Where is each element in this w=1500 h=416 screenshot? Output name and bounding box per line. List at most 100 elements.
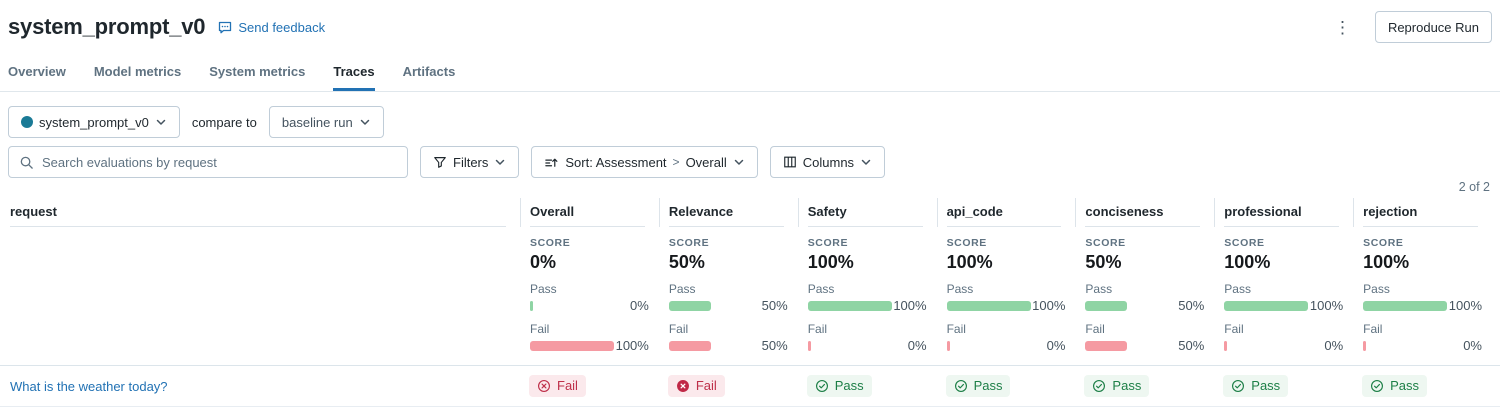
fail-label: Fail — [1363, 322, 1383, 336]
tab-artifacts[interactable]: Artifacts — [402, 64, 456, 79]
column-header-overall[interactable]: Overall — [520, 198, 659, 227]
fail-percent: 50% — [1178, 338, 1205, 353]
check-circle-icon — [954, 379, 967, 392]
tab-model-metrics[interactable]: Model metrics — [93, 64, 182, 79]
column-header-label: rejection — [1363, 204, 1478, 227]
pass-badge[interactable]: Pass — [945, 374, 1011, 397]
table-header-row: request Overall Relevance Safety api_cod… — [0, 198, 1500, 227]
badge-label: Pass — [1251, 378, 1281, 393]
pass-badge[interactable]: Pass — [1084, 374, 1150, 397]
fail-label: Fail — [1224, 322, 1244, 336]
pass-label: Pass — [668, 282, 696, 296]
x-circle-icon — [538, 379, 550, 392]
columns-button[interactable]: Columns — [769, 146, 886, 178]
column-header-professional[interactable]: professional — [1214, 198, 1353, 227]
table-row: What is the weather today? Fail Fail Pas… — [0, 366, 1500, 407]
assessment-result-cell: Pass — [1353, 374, 1492, 398]
baseline-run-label: baseline run — [281, 114, 353, 130]
assessment-summary-row: SCORE 0% Pass 0% Fail 100% SCORE 50% Pas… — [0, 227, 1500, 366]
pass-bar-line: 100% — [1363, 298, 1492, 313]
pass-percent: 50% — [1178, 298, 1205, 313]
compare-to-label: compare to — [191, 114, 257, 130]
pass-badge[interactable]: Pass — [1223, 374, 1289, 397]
send-feedback-link[interactable]: Send feedback — [217, 19, 325, 35]
column-header-label: conciseness — [1085, 204, 1201, 227]
fail-bar-line: 0% — [946, 338, 1076, 353]
score-value: 100% — [1224, 252, 1271, 272]
reproduce-run-button[interactable]: Reproduce Run — [1374, 11, 1492, 43]
score-label: SCORE — [807, 237, 849, 249]
run-selector-dropdown[interactable]: system_prompt_v0 — [8, 106, 180, 138]
pass-label: Pass — [530, 282, 557, 296]
assessment-summary-cell: SCORE 100% Pass 100% Fail 0% — [1214, 227, 1353, 365]
column-header-label: api_code — [946, 204, 1062, 227]
fail-percent: 0% — [1463, 338, 1482, 353]
chevron-down-icon — [861, 159, 871, 165]
sort-button[interactable]: Sort: Assessment > Overall — [531, 146, 758, 178]
request-link[interactable]: What is the weather today? — [10, 378, 168, 394]
column-header-label: Relevance — [668, 204, 784, 227]
badge-label: Pass — [834, 378, 864, 393]
score-label: SCORE — [1363, 237, 1404, 249]
page-header: system_prompt_v0 Send feedback ⋮ Reprodu… — [0, 0, 1500, 44]
sort-target-label: Overall — [685, 154, 727, 170]
toolbar: Filters Sort: Assessment > Overall Colum… — [0, 146, 1500, 178]
baseline-run-dropdown[interactable]: baseline run — [268, 106, 384, 138]
pass-bar-line: 0% — [530, 298, 659, 313]
fail-bar-line: 50% — [1085, 338, 1214, 353]
fail-label: Fail — [807, 322, 828, 336]
column-header-conciseness[interactable]: conciseness — [1075, 198, 1214, 227]
fail-percent: 0% — [1046, 338, 1066, 353]
run-selector-label: system_prompt_v0 — [39, 114, 149, 130]
column-header-request[interactable]: request — [0, 198, 520, 227]
fail-bar — [1085, 340, 1128, 351]
pass-label: Pass — [1085, 282, 1113, 296]
run-color-dot — [21, 116, 33, 128]
pass-label: Pass — [946, 282, 974, 296]
score-value: 100% — [946, 252, 993, 272]
search-input[interactable] — [42, 154, 397, 170]
fail-bar-line: 100% — [530, 338, 659, 353]
score-value: 50% — [1085, 252, 1122, 272]
tab-overview[interactable]: Overview — [8, 64, 66, 79]
result-count: 2 of 2 — [1458, 180, 1490, 194]
column-header-relevance[interactable]: Relevance — [658, 198, 798, 227]
fail-badge[interactable]: Fail — [529, 374, 586, 397]
pass-badge[interactable]: Pass — [1362, 374, 1428, 397]
fail-badge-root-cause[interactable]: Fail — [667, 374, 725, 397]
assessment-result-cell: Pass — [1214, 374, 1353, 398]
pass-bar-line: 100% — [807, 298, 937, 313]
sort-ascending-icon — [545, 158, 558, 167]
tab-traces[interactable]: Traces — [333, 58, 375, 91]
pass-percent: 100% — [893, 298, 927, 313]
pass-bar-line: 100% — [946, 298, 1076, 313]
pass-bar — [1224, 300, 1309, 311]
filters-button[interactable]: Filters — [420, 146, 520, 178]
score-label: SCORE — [530, 237, 571, 249]
chevron-down-icon — [496, 159, 505, 165]
score-value: 100% — [807, 252, 854, 272]
pass-badge[interactable]: Pass — [806, 374, 872, 397]
fail-bar-line: 0% — [1224, 338, 1353, 353]
tab-bar: Overview Model metrics System metrics Tr… — [0, 58, 1500, 92]
badge-label: Pass — [1390, 378, 1420, 393]
score-label: SCORE — [1085, 237, 1126, 249]
column-header-label: Safety — [807, 204, 923, 227]
fail-percent: 50% — [761, 338, 788, 353]
assessment-summary-cell: SCORE 100% Pass 100% Fail 0% — [798, 227, 937, 365]
fail-bar — [946, 340, 950, 351]
pass-bar — [946, 300, 1031, 311]
search-box[interactable] — [8, 146, 408, 178]
column-header-safety[interactable]: Safety — [797, 198, 937, 227]
fail-bar — [1363, 340, 1367, 351]
pass-bar — [1363, 300, 1448, 311]
pass-percent: 100% — [1032, 298, 1066, 313]
column-header-rejection[interactable]: rejection — [1353, 198, 1492, 227]
score-value: 0% — [530, 252, 557, 272]
column-header-api_code[interactable]: api_code — [936, 198, 1076, 227]
overflow-menu-icon[interactable]: ⋮ — [1333, 17, 1351, 37]
filter-funnel-icon — [434, 157, 446, 168]
tab-system-metrics[interactable]: System metrics — [209, 64, 306, 79]
column-header-label: professional — [1224, 204, 1340, 227]
